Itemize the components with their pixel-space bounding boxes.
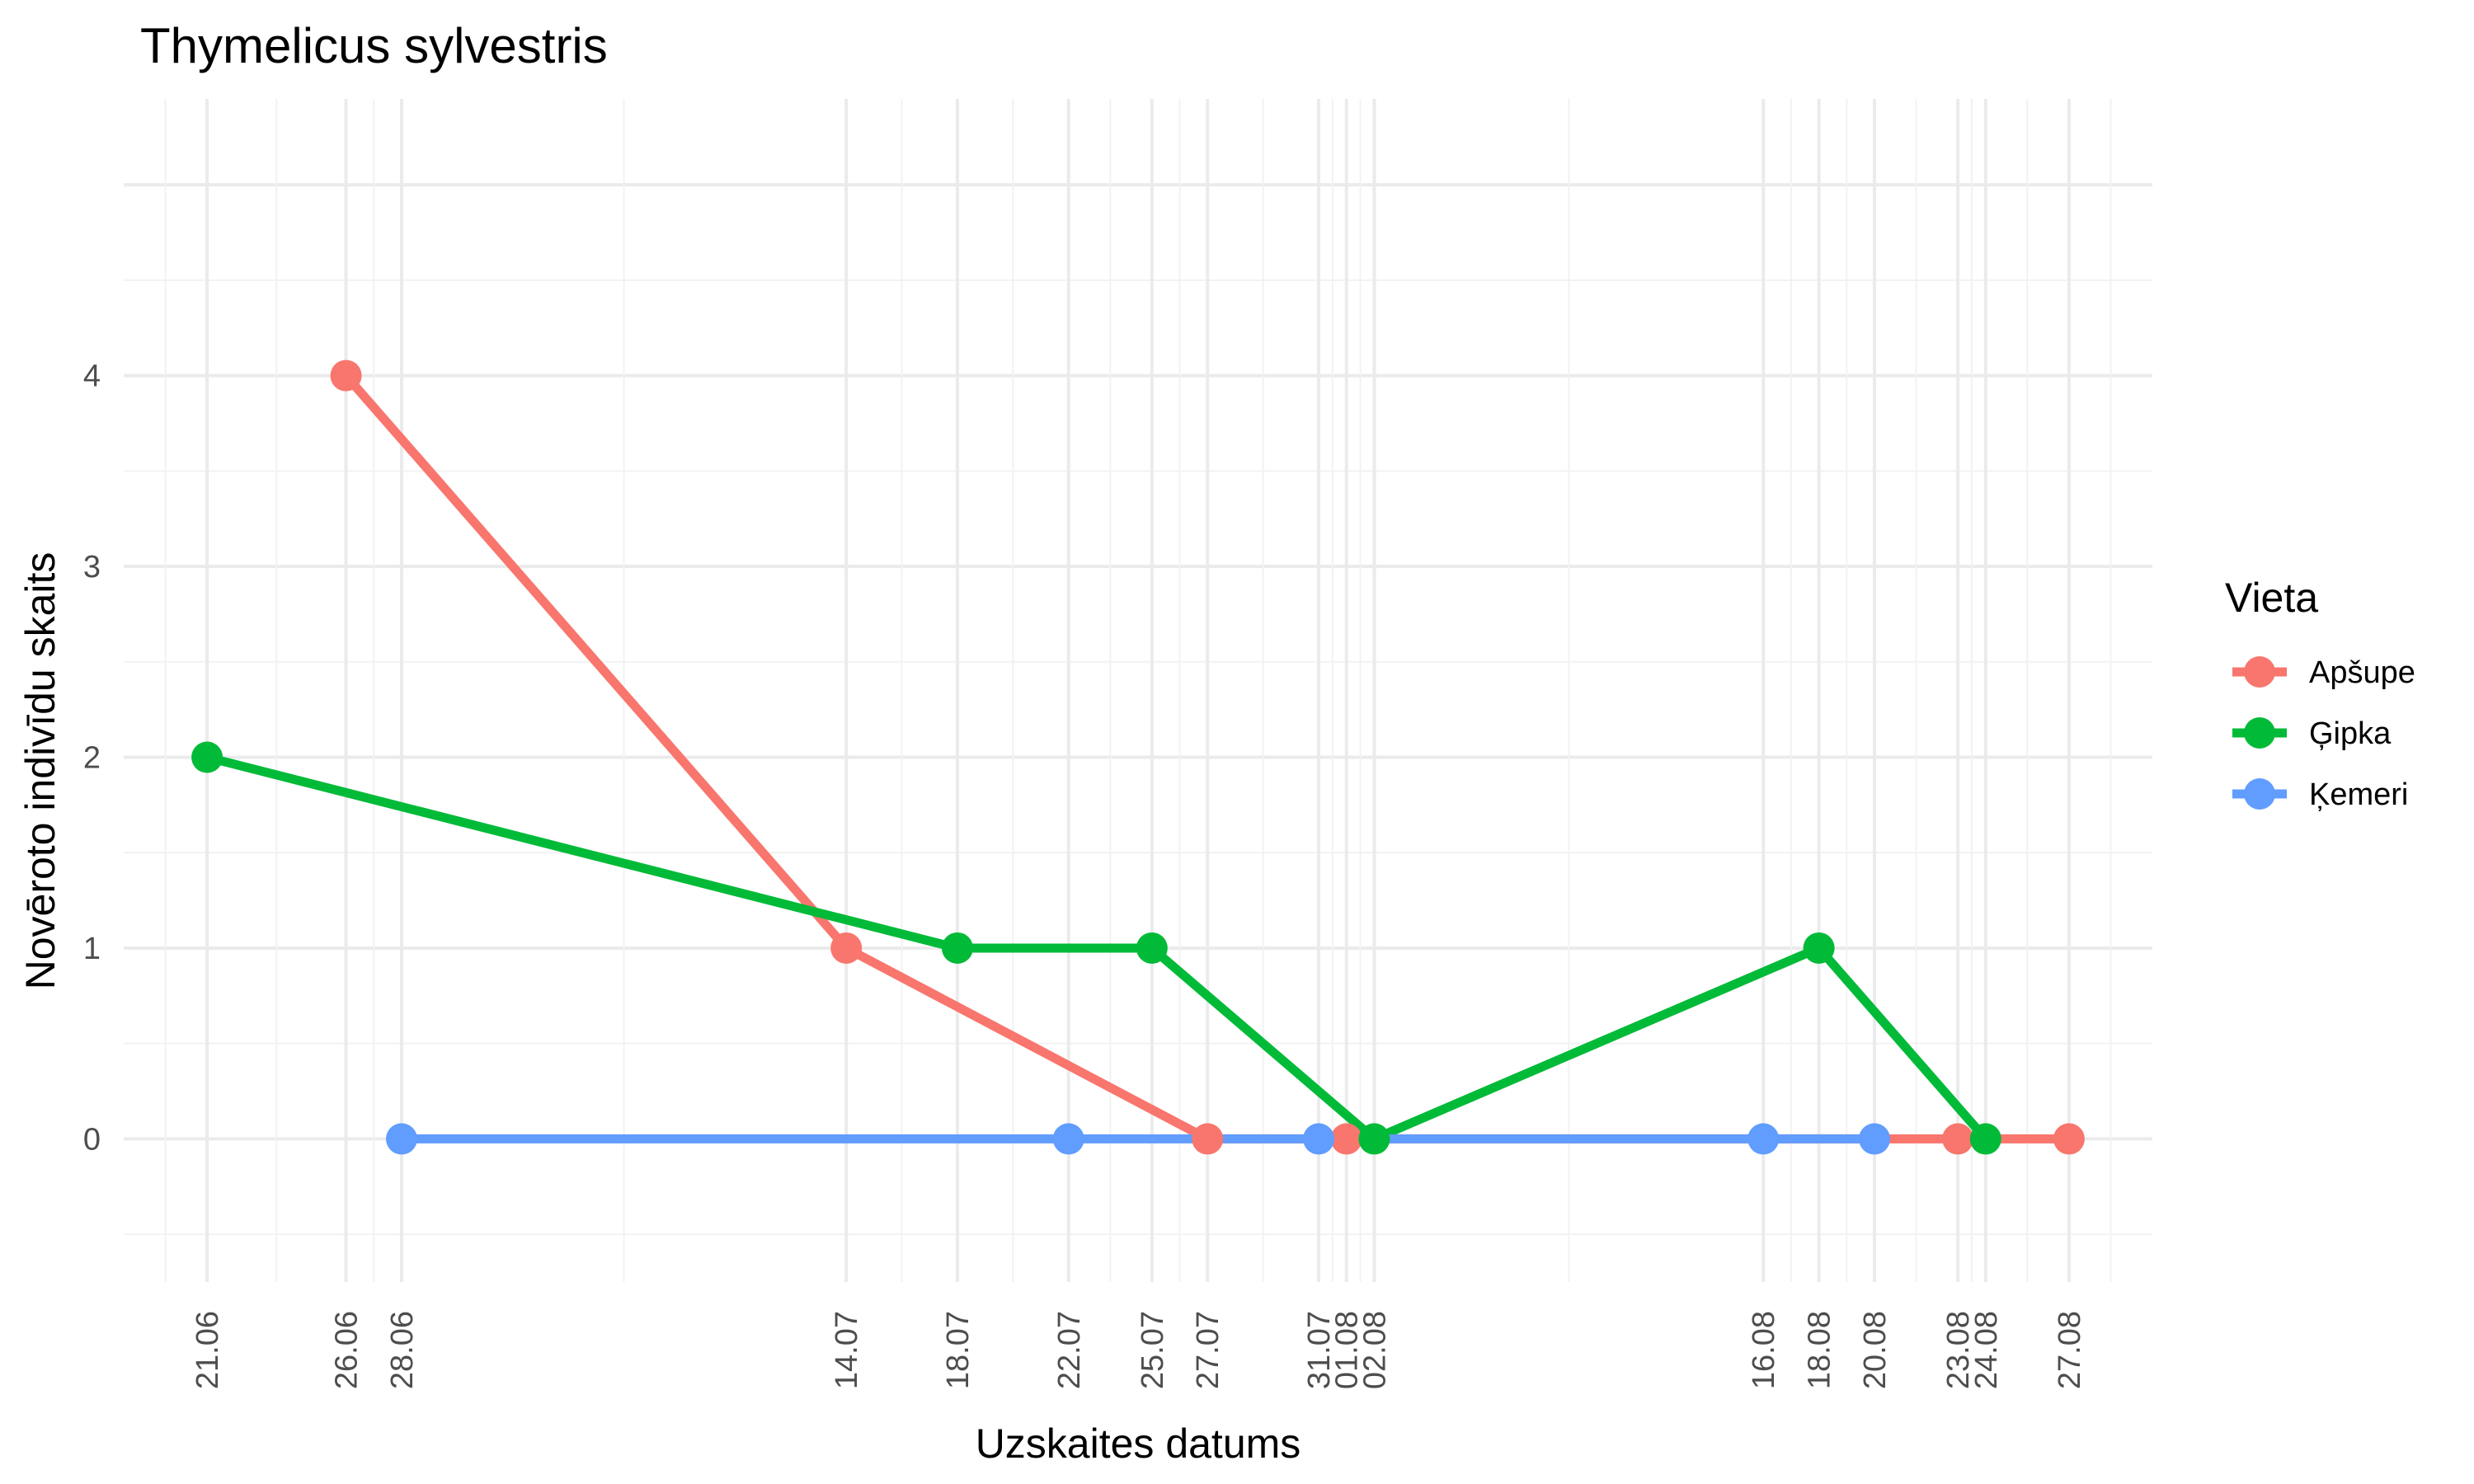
legend-key-point [2244, 778, 2275, 810]
series-points [191, 741, 2001, 1155]
legend: Vieta Apšupe Ģipka Ķemeri [2225, 575, 2415, 812]
data-point [1942, 1123, 1974, 1155]
data-point [1330, 1123, 1362, 1155]
x-axis-ticks: 21.06 26.06 28.06 14.07 18.07 22.07 25.07 27.07… [190, 1311, 2087, 1389]
data-point [1192, 1123, 1224, 1155]
y-tick-label: 3 [83, 550, 101, 585]
data-point [1859, 1123, 1891, 1155]
data-point [1969, 1123, 2001, 1155]
data-point [191, 741, 223, 773]
x-tick-label: 14.07 [830, 1311, 864, 1389]
series-points [385, 1123, 1891, 1155]
legend-item: Ķemeri [2232, 777, 2408, 812]
data-point [1136, 932, 1168, 964]
data-point [1803, 932, 1835, 964]
legend-label: Apšupe [2309, 655, 2415, 690]
x-tick-label: 24.08 [1969, 1311, 2004, 1389]
x-tick-label: 23.08 [1941, 1311, 1976, 1389]
x-tick-label: 21.06 [190, 1311, 225, 1389]
data-point [830, 932, 863, 964]
y-tick-label: 0 [83, 1122, 101, 1157]
x-tick-label: 27.08 [2053, 1311, 2087, 1389]
series [205, 753, 1989, 1144]
legend-title: Vieta [2225, 575, 2318, 621]
y-tick-label: 4 [83, 359, 101, 394]
x-tick-label: 16.08 [1747, 1311, 1781, 1389]
y-axis-ticks: 0 1 2 3 4 [83, 359, 101, 1158]
x-tick-label: 28.06 [385, 1311, 420, 1389]
legend-item: Ģipka [2232, 716, 2392, 751]
x-tick-label: 18.07 [941, 1311, 976, 1389]
series-layer [191, 359, 2085, 1155]
data-point [1747, 1123, 1780, 1155]
x-tick-label: 02.08 [1357, 1311, 1392, 1389]
series-line [205, 753, 1989, 1144]
x-tick-label: 31.07 [1302, 1311, 1337, 1389]
legend-label: Ģipka [2309, 716, 2392, 751]
data-point [385, 1123, 417, 1155]
legend-key-point [2244, 717, 2275, 749]
data-point [1358, 1123, 1390, 1155]
data-point [1052, 1123, 1084, 1155]
x-tick-label: 22.07 [1052, 1311, 1087, 1389]
x-tick-label: 26.06 [330, 1311, 365, 1389]
x-tick-label: 18.08 [1803, 1311, 1837, 1389]
grid [124, 99, 2152, 1282]
y-tick-label: 1 [83, 932, 101, 966]
legend-items: Apšupe Ģipka Ķemeri [2232, 655, 2415, 812]
data-point [330, 359, 362, 392]
y-tick-label: 2 [83, 741, 101, 776]
x-tick-label: 20.08 [1858, 1311, 1893, 1389]
legend-label: Ķemeri [2309, 777, 2408, 812]
data-point [2053, 1123, 2085, 1155]
data-point [1303, 1123, 1335, 1155]
legend-item: Apšupe [2232, 655, 2415, 690]
x-axis-title: Uzskaites datums [976, 1421, 1301, 1467]
legend-key-point [2244, 656, 2275, 688]
x-tick-label: 27.07 [1191, 1311, 1225, 1389]
chart-title: Thymelicus sylvestris [140, 18, 608, 73]
data-point [941, 932, 973, 964]
series-points [330, 359, 2085, 1155]
y-axis-title: Novēroto indivīdu skaits [17, 552, 63, 990]
x-tick-label: 01.08 [1330, 1311, 1365, 1389]
x-tick-label: 25.07 [1136, 1311, 1170, 1389]
